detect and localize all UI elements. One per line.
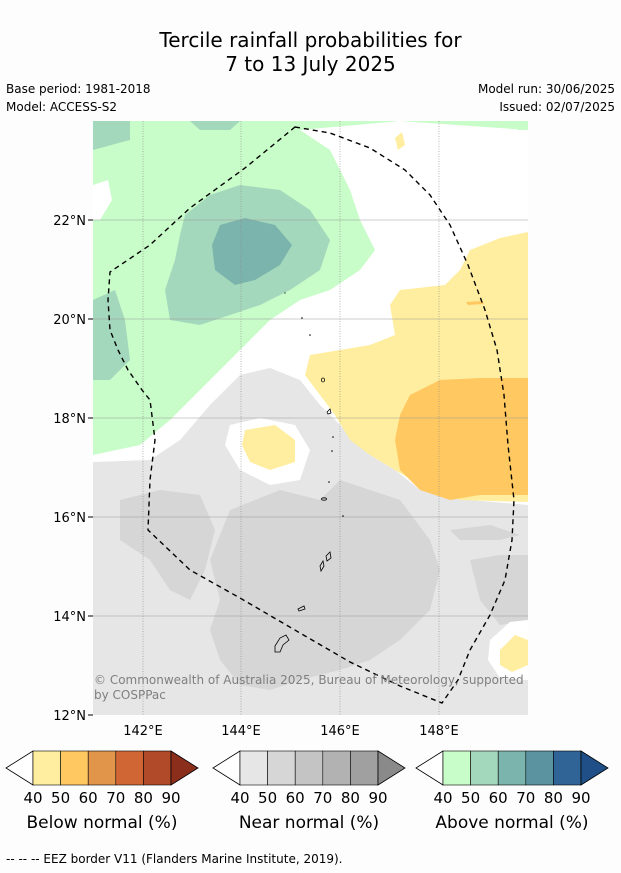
lon-axis: 142°E 144°E 146°E 148°E <box>123 724 459 739</box>
colorbar-extend-high <box>377 750 406 786</box>
colorbar-segment <box>350 750 379 786</box>
colorbar-segment <box>60 750 89 786</box>
issued-date: Issued: 02/07/2025 <box>499 100 615 114</box>
copyright-line-2: by COSPPac <box>94 688 166 702</box>
copyright-line-1: © Commonwealth of Australia 2025, Bureau… <box>94 673 524 687</box>
lat-label: 14°N <box>53 610 86 625</box>
colorbar-tick-label: 40 <box>433 789 452 807</box>
colorbar-segment <box>497 750 527 786</box>
colorbar-tick-label: 80 <box>134 789 153 807</box>
colorbar-tick-label: 60 <box>286 789 305 807</box>
lat-label: 16°N <box>53 511 86 526</box>
map-title: Tercile rainfall probabilities for 7 to … <box>0 28 621 76</box>
tinian-island <box>319 559 325 573</box>
rota-island <box>297 605 306 612</box>
lon-label: 148°E <box>419 724 459 739</box>
below-normal-label: Below normal (%) <box>26 813 178 833</box>
colorbar-segment <box>294 750 324 786</box>
lon-label: 144°E <box>221 724 261 739</box>
colorbar-segment <box>87 750 117 786</box>
colorbar-extend-high <box>580 750 609 786</box>
eez-border <box>107 126 515 704</box>
colorbar-tick-label: 50 <box>461 789 480 807</box>
above-normal-label: Above normal (%) <box>435 813 589 833</box>
model-run: Model run: 30/06/2025 <box>477 82 615 96</box>
colorbar-segment <box>115 750 144 786</box>
colorbar-extend-low <box>5 750 34 786</box>
map-area: © Commonwealth of Australia 2025, Bureau… <box>93 121 528 715</box>
lat-label: 12°N <box>53 709 86 724</box>
colorbar-segment <box>267 750 296 786</box>
lon-label: 146°E <box>320 724 360 739</box>
lat-label: 22°N <box>53 214 86 229</box>
below-normal-colorbar: 40 50 60 70 80 90 <box>5 750 199 807</box>
near-normal-label: Near normal (%) <box>238 813 380 833</box>
above-normal-60-region <box>212 218 292 285</box>
near-normal-50-region <box>210 480 440 690</box>
title-line-2: 7 to 13 July 2025 <box>225 52 396 76</box>
lat-label: 20°N <box>53 313 86 328</box>
model-name: Model: ACCESS-S2 <box>6 100 118 114</box>
right-metadata: Model run: 30/06/2025 Issued: 02/07/2025 <box>478 80 615 116</box>
islands <box>274 377 332 653</box>
colorbar-extend-low <box>415 750 444 786</box>
colorbar-tick-label: 90 <box>368 789 387 807</box>
colorbar-tick-label: 60 <box>79 789 98 807</box>
colorbar-tick-label: 40 <box>23 789 42 807</box>
colorbar-tick-label: 80 <box>544 789 563 807</box>
eez-legend-note: -- -- -- EEZ border V11 (Flanders Marine… <box>6 852 343 866</box>
colorbar-tick-label: 70 <box>106 789 125 807</box>
colorbar-segment <box>322 750 351 786</box>
base-period: Base period: 1981-2018 <box>6 82 151 96</box>
saipan-island <box>325 551 332 562</box>
colorbar-tick-label: 90 <box>161 789 180 807</box>
colorbar-tick-label: 90 <box>571 789 590 807</box>
left-metadata: Base period: 1981-2018 Model: ACCESS-S2 <box>6 80 151 116</box>
colorbar-segment <box>470 750 499 786</box>
above-normal-colorbar: 40 50 60 70 80 90 <box>415 750 609 807</box>
colorbar-tick-label: 70 <box>516 789 535 807</box>
below-normal-50-region <box>395 378 528 500</box>
near-normal-colorbar: 40 50 60 70 80 90 <box>212 750 406 807</box>
colorbar-tick-label: 60 <box>489 789 508 807</box>
graticule <box>93 219 528 617</box>
colorbar-segment <box>442 750 471 786</box>
lon-label: 142°E <box>123 724 163 739</box>
colorbar-segment <box>525 750 554 786</box>
colorbar-tick-label: 80 <box>341 789 360 807</box>
lat-label: 18°N <box>53 412 86 427</box>
colorbars: 40 50 60 70 80 90 40 50 60 70 80 90 40 50 60 70 80 90 <box>5 750 609 807</box>
colorbar-tick-label: 70 <box>313 789 332 807</box>
colorbar-tick-label: 50 <box>258 789 277 807</box>
title-line-1: Tercile rainfall probabilities for <box>159 28 462 52</box>
colorbar-segment <box>143 750 172 786</box>
colorbar-extend-high <box>170 750 199 786</box>
colorbar-tick-label: 40 <box>230 789 249 807</box>
guam-island <box>274 634 290 653</box>
colorbar-extend-low <box>212 750 241 786</box>
colorbar-segment <box>32 750 61 786</box>
lat-axis: 22°N 20°N 18°N 16°N 14°N 12°N <box>53 214 93 724</box>
colorbar-segment <box>239 750 268 786</box>
colorbar-segment <box>553 750 582 786</box>
colorbar-tick-label: 50 <box>51 789 70 807</box>
